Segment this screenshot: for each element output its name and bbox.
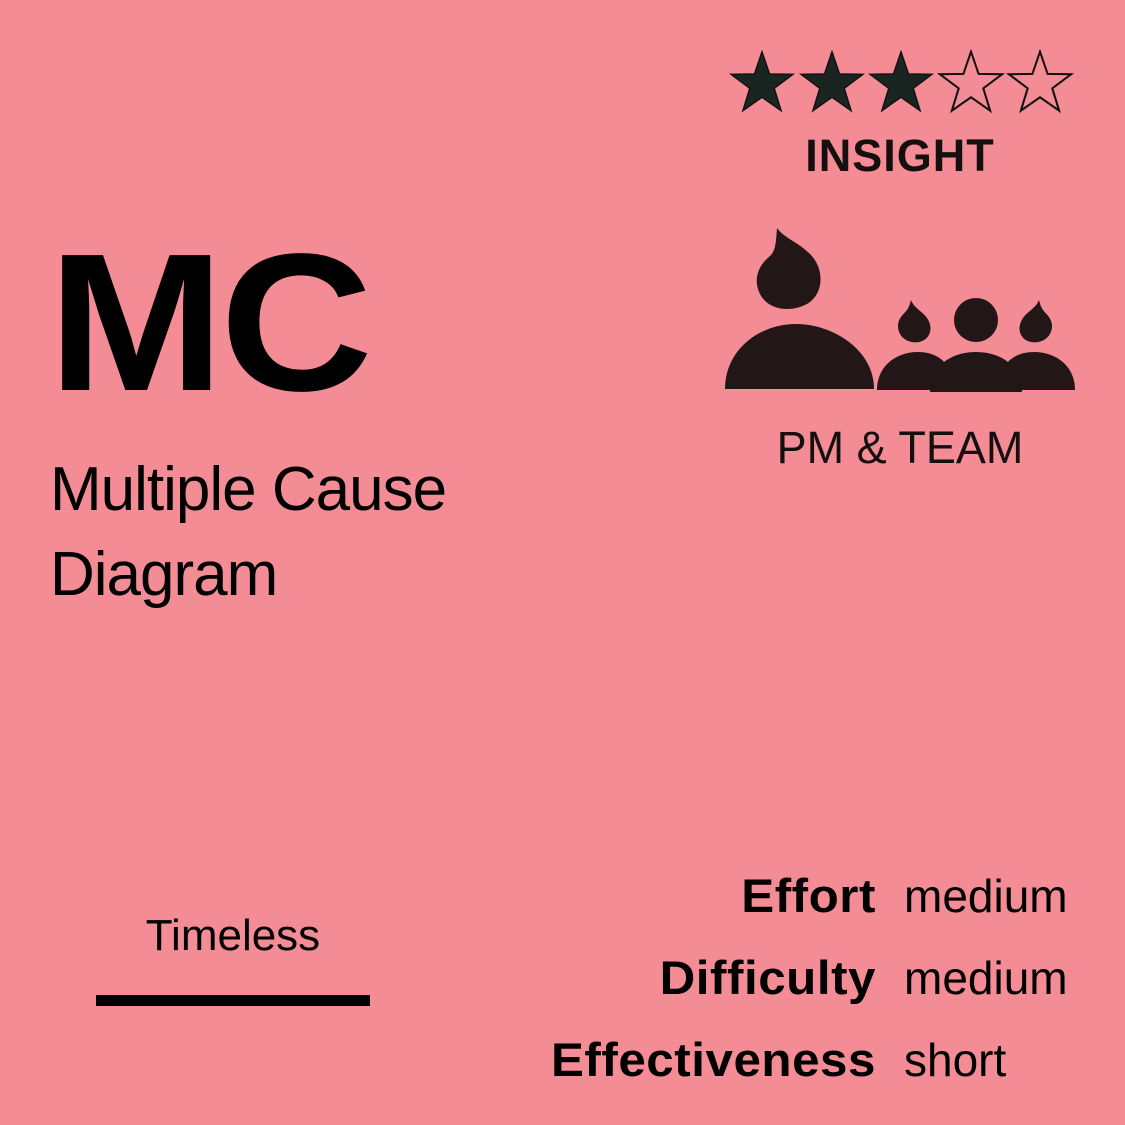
method-name-line-2: Diagram [50,540,278,609]
team-member-center-body-icon [930,352,1022,392]
method-name: Multiple Cause Diagram [50,447,570,617]
star-filled-icon [867,49,935,113]
pm-body-icon [725,324,874,389]
star-empty-shape [936,49,1005,114]
metric-label: Effectiveness [550,1033,876,1086]
metric-effectiveness: Effectiveness short [430,1019,1090,1101]
metric-effort: Effort medium [430,855,1090,937]
team-icon [725,228,1075,392]
team-member-left-head-icon [898,300,931,343]
star-filled-shape [728,49,796,113]
metrics-list: Effort medium Difficulty medium Effectiv… [430,855,1090,1101]
pm-head-icon [756,228,821,310]
audience-label: PM & TEAM [776,422,1024,473]
metric-value: medium [904,870,1068,922]
category-label: INSIGHT [805,130,995,181]
metric-value: short [904,1034,1007,1086]
metric-value: medium [904,952,1068,1004]
star-empty-shape [1006,49,1074,114]
star-rating [728,38,1074,128]
metric-label: Difficulty [659,951,876,1004]
star-empty-icon [1006,49,1074,114]
metric-label: Effort [741,869,876,922]
star-filled-icon [798,49,865,113]
timeframe-label: Timeless [145,911,321,960]
star-filled-icon [728,49,796,113]
timeframe-underline [96,995,370,1006]
team-member-right-head-icon [1019,300,1052,343]
method-abbreviation: MC [48,213,373,432]
star-empty-icon [936,49,1005,114]
team-member-center-head-icon [954,298,998,342]
method-name-line-1: Multiple Cause [50,455,447,524]
star-filled-shape [798,49,865,113]
star-filled-shape [867,49,935,113]
metric-difficulty: Difficulty medium [430,937,1090,1019]
